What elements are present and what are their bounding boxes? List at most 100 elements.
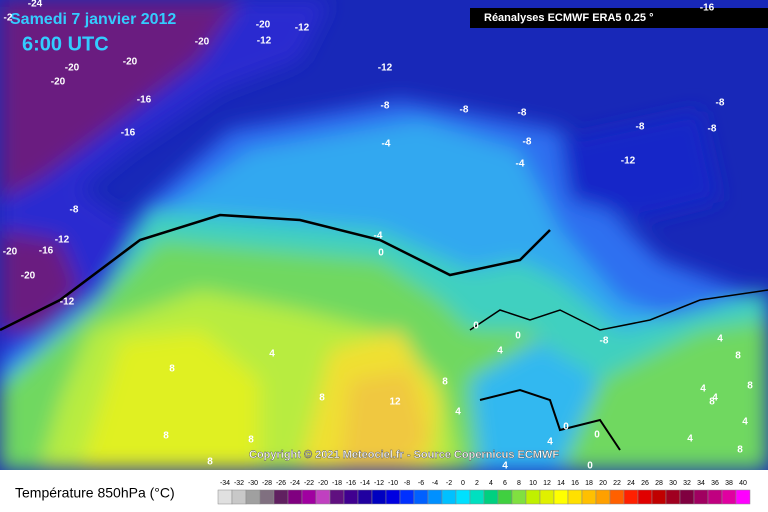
colorbar-tick: -24 — [290, 480, 300, 487]
colorbar-tick: 12 — [543, 480, 551, 487]
colorbar-box — [511, 489, 527, 505]
colorbar-tick: 34 — [697, 480, 705, 487]
colorbar-box — [721, 489, 737, 505]
colorbar-tick: 0 — [461, 480, 465, 487]
contour-label: -16 — [121, 128, 136, 139]
colorbar: -34 -32 -30 -28 -26 -24 -22 -20 -18 -16 -14 -12 -10-… — [217, 480, 751, 505]
legend-label: Température 850hPa (°C) — [15, 485, 175, 501]
colorbar-tick: 14 — [557, 480, 565, 487]
contour-label: 4 — [547, 437, 553, 448]
colorbar-box — [301, 489, 317, 505]
colorbar-box — [679, 489, 695, 505]
colorbar-tick: -22 — [304, 480, 314, 487]
colorbar-box — [441, 489, 457, 505]
colorbar-box — [231, 489, 247, 505]
colorbar-box — [735, 489, 751, 505]
colorbar-tick: 26 — [641, 480, 649, 487]
contour-label: 8 — [207, 457, 213, 468]
contour-label: -20 — [256, 20, 271, 31]
contour-label: 4 — [497, 346, 503, 357]
map — [0, 0, 768, 470]
contour-label: -12 — [621, 156, 636, 167]
contour-label: 4 — [712, 393, 718, 404]
contour-labels: -24-2-20-12-12-20-20-20-20-16-16-12-16-8… — [3, 0, 753, 472]
contour-label: -2 — [4, 13, 13, 24]
contour-label: -20 — [195, 37, 210, 48]
colorbar-box — [693, 489, 709, 505]
colorbar-box — [665, 489, 681, 505]
contour-label: -8 — [518, 108, 527, 119]
date: Samedi 7 janvier 2012 — [10, 11, 176, 28]
colorbar-box — [329, 489, 345, 505]
colorbar-box — [469, 489, 485, 505]
contour-label: 4 — [717, 334, 723, 345]
contour-label: -8 — [523, 137, 532, 148]
contour-label: 0 — [594, 430, 600, 441]
colorbar-box — [315, 489, 331, 505]
colorbar-tick: 32 — [683, 480, 691, 487]
colorbar-tick: 28 — [655, 480, 663, 487]
source-box — [470, 8, 768, 28]
contour-label: 8 — [163, 431, 169, 442]
contour-label: -8 — [460, 105, 469, 116]
colorbar-box — [371, 489, 387, 505]
colorbar-box — [399, 489, 415, 505]
colorbar-box — [637, 489, 653, 505]
colorbar-tick: 30 — [669, 480, 677, 487]
contour-label: -20 — [3, 247, 18, 258]
contour-label: -4 — [516, 159, 525, 170]
contour-label: -8 — [708, 124, 717, 135]
colorbar-tick: -4 — [432, 480, 438, 487]
colorbar-tick: -6 — [418, 480, 424, 487]
colorbar-tick: -20 — [318, 480, 328, 487]
colorbar-box — [623, 489, 639, 505]
colorbar-tick: 22 — [613, 480, 621, 487]
colorbar-tick: -14 — [360, 480, 370, 487]
colorbar-box — [343, 489, 359, 505]
contour-label: 8 — [319, 393, 325, 404]
colorbar-tick: 38 — [725, 480, 733, 487]
contour-label: -20 — [123, 57, 138, 68]
contour-label: -12 — [295, 23, 310, 34]
contour-label: -8 — [381, 101, 390, 112]
colorbar-tick: -26 — [276, 480, 286, 487]
colorbar-box — [259, 489, 275, 505]
colorbar-tick: -2 — [446, 480, 452, 487]
contour-label: 8 — [248, 435, 254, 446]
colorbar-box — [273, 489, 289, 505]
time: 6:00 UTC — [22, 33, 109, 55]
contour-label: 4 — [455, 407, 461, 418]
contour-label: 0 — [473, 321, 479, 332]
colorbar-box — [581, 489, 597, 505]
colorbar-tick: 24 — [627, 480, 635, 487]
colorbar-tick: -32 — [234, 480, 244, 487]
contour-label: 4 — [269, 349, 275, 360]
colorbar-box — [567, 489, 583, 505]
contour-label: 4 — [502, 461, 508, 472]
colorbar-box — [455, 489, 471, 505]
contour-label: 8 — [735, 351, 741, 362]
colorbar-tick: 16 — [571, 480, 579, 487]
contour-label: -12 — [60, 297, 75, 308]
contour-label: -8 — [716, 98, 725, 109]
contour-label: -16 — [700, 3, 715, 14]
contour-label: 4 — [742, 417, 748, 428]
colorbar-box — [357, 489, 373, 505]
colorbar-box — [413, 489, 429, 505]
contour-label: 12 — [389, 397, 401, 408]
colorbar-tick: 20 — [599, 480, 607, 487]
colorbar-box — [651, 489, 667, 505]
contour-label: 8 — [747, 381, 753, 392]
contour-label: -8 — [636, 122, 645, 133]
colorbar-box — [609, 489, 625, 505]
colorbar-tick: 36 — [711, 480, 719, 487]
colorbar-box — [217, 489, 233, 505]
contour-label: -8 — [600, 336, 609, 347]
colorbar-tick: -10 — [388, 480, 398, 487]
contour-label: -12 — [378, 63, 393, 74]
source-text: Réanalyses ECMWF ERA5 0.25 ° — [484, 12, 653, 24]
contour-label: 8 — [709, 397, 715, 408]
colorbar-tick: 4 — [489, 480, 493, 487]
colorbar-tick: 18 — [585, 480, 593, 487]
